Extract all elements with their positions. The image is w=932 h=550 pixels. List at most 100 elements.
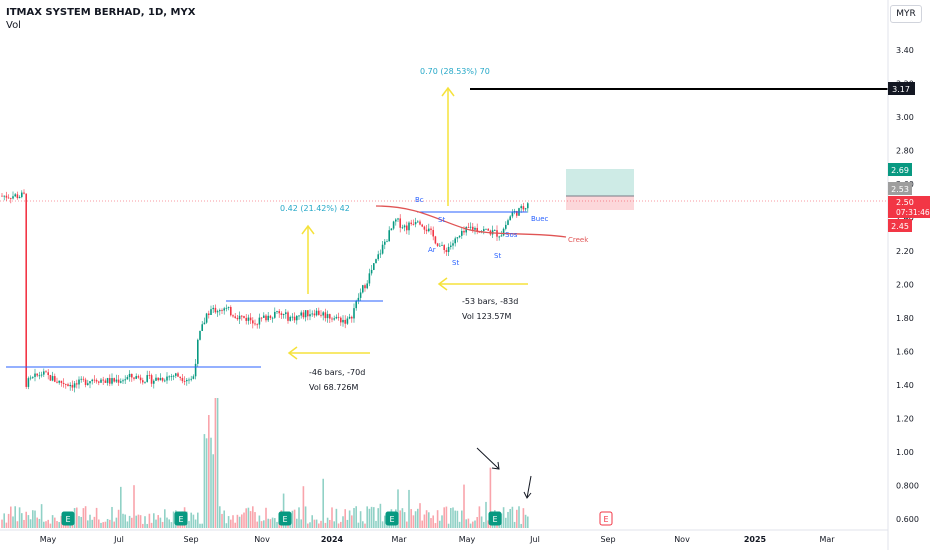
volume-bar (208, 415, 210, 528)
candle-body (32, 376, 34, 378)
volume-bar (329, 519, 331, 528)
volume-bar (480, 516, 483, 528)
candle-body (410, 222, 412, 224)
candle-body (172, 375, 175, 377)
candle-body (527, 203, 529, 209)
candle-body (241, 315, 243, 317)
candle-body (260, 317, 263, 319)
volume-bar (467, 518, 470, 528)
time-axis[interactable]: May Jul Sep Nov 2024 Mar May Jul Sep Nov 2025 Mar (0, 529, 888, 544)
wyckoff-buec: Buec (531, 215, 549, 223)
candle-body (60, 380, 63, 383)
wyckoff-st-2: St (452, 259, 459, 267)
candle-body (320, 314, 322, 316)
sl-price-tag: 2.45 (888, 219, 912, 232)
volume-bar (243, 512, 245, 528)
earnings-marker[interactable] (174, 511, 188, 526)
wyckoff-st-3: St (494, 252, 501, 260)
candle-body (29, 377, 32, 379)
candle-body (197, 339, 199, 364)
volume-bar (465, 519, 467, 528)
volume-bar (201, 523, 203, 528)
symbol-title: ITMAX SYSTEM BERHAD, 1D, MYX (6, 7, 196, 18)
price-tick-label: 1.60 (896, 347, 914, 356)
volume-bar (313, 519, 316, 528)
volume-bar (95, 507, 98, 528)
volume-bar (397, 489, 399, 528)
volume-bar (476, 517, 478, 528)
candle-body (111, 378, 113, 384)
volume-bar (410, 509, 412, 528)
volume-bar (326, 517, 329, 528)
volume-bar (373, 507, 375, 528)
earnings-marker[interactable] (385, 511, 399, 526)
volume-bar (439, 520, 441, 528)
volume-bar (23, 519, 25, 528)
earnings-marker[interactable] (488, 511, 502, 526)
candle-body (243, 316, 245, 318)
volume-bar (436, 510, 439, 528)
volume-bar (170, 522, 173, 528)
candle-body (256, 324, 258, 326)
volume-bar (216, 398, 219, 528)
earnings-marker[interactable] (61, 511, 75, 526)
time-tick-label: 2024 (321, 535, 344, 544)
earnings-marker-label: E (389, 515, 394, 524)
candle-body (234, 316, 236, 318)
candle-body (507, 220, 509, 225)
candle-body (278, 311, 280, 314)
candle-body (106, 378, 109, 383)
earnings-marker-label: E (492, 515, 497, 524)
candle-body (315, 310, 318, 316)
volume-bar (1, 519, 3, 528)
candle-body (289, 316, 291, 321)
time-tick-label: May (459, 535, 476, 544)
volume-bar (258, 515, 261, 528)
target-price-tag: 3.17 (888, 82, 915, 95)
candle-body (230, 307, 232, 316)
volume-bar (223, 510, 225, 528)
volume-bar (45, 521, 47, 528)
candle-body (344, 319, 346, 324)
candle-body (348, 316, 351, 319)
volume-bar (322, 478, 324, 528)
candle-body (139, 377, 142, 381)
time-tick-label: Mar (819, 535, 835, 544)
volume-bar (82, 508, 85, 528)
earnings-marker[interactable] (599, 511, 613, 526)
wyckoff-st-1: St (438, 216, 445, 224)
volume-bar (318, 523, 320, 528)
volume-bar (487, 520, 489, 528)
candle-body (335, 316, 338, 319)
candle-body (425, 229, 428, 232)
volume-bar (78, 516, 80, 528)
volume-bar (93, 516, 96, 528)
candle-body (82, 378, 85, 380)
candle-body (364, 285, 366, 289)
candle-body (95, 380, 98, 382)
currency-button[interactable]: MYR (890, 5, 922, 23)
volume-arrow-2 (523, 475, 532, 499)
candle-body (36, 373, 38, 376)
volume-bar (298, 507, 300, 528)
volume-bar (430, 518, 432, 528)
candle-body (465, 227, 467, 233)
candle-body (238, 315, 241, 320)
volume-bar (192, 514, 195, 528)
candle-body (27, 378, 30, 387)
earnings-marker[interactable] (278, 511, 292, 526)
volume-bar (307, 523, 309, 528)
candle-body (370, 269, 373, 274)
svg-text:3.17: 3.17 (892, 85, 910, 94)
earnings-marker-label: E (603, 515, 608, 524)
candle-body (434, 236, 437, 244)
candle-body (472, 226, 474, 230)
candle-body (216, 311, 219, 313)
price-tick-label: 0.800 (896, 481, 919, 490)
candle-body (267, 315, 269, 321)
volume-bar (142, 523, 144, 528)
volume-bar (36, 517, 38, 528)
volume-bar (126, 521, 129, 528)
